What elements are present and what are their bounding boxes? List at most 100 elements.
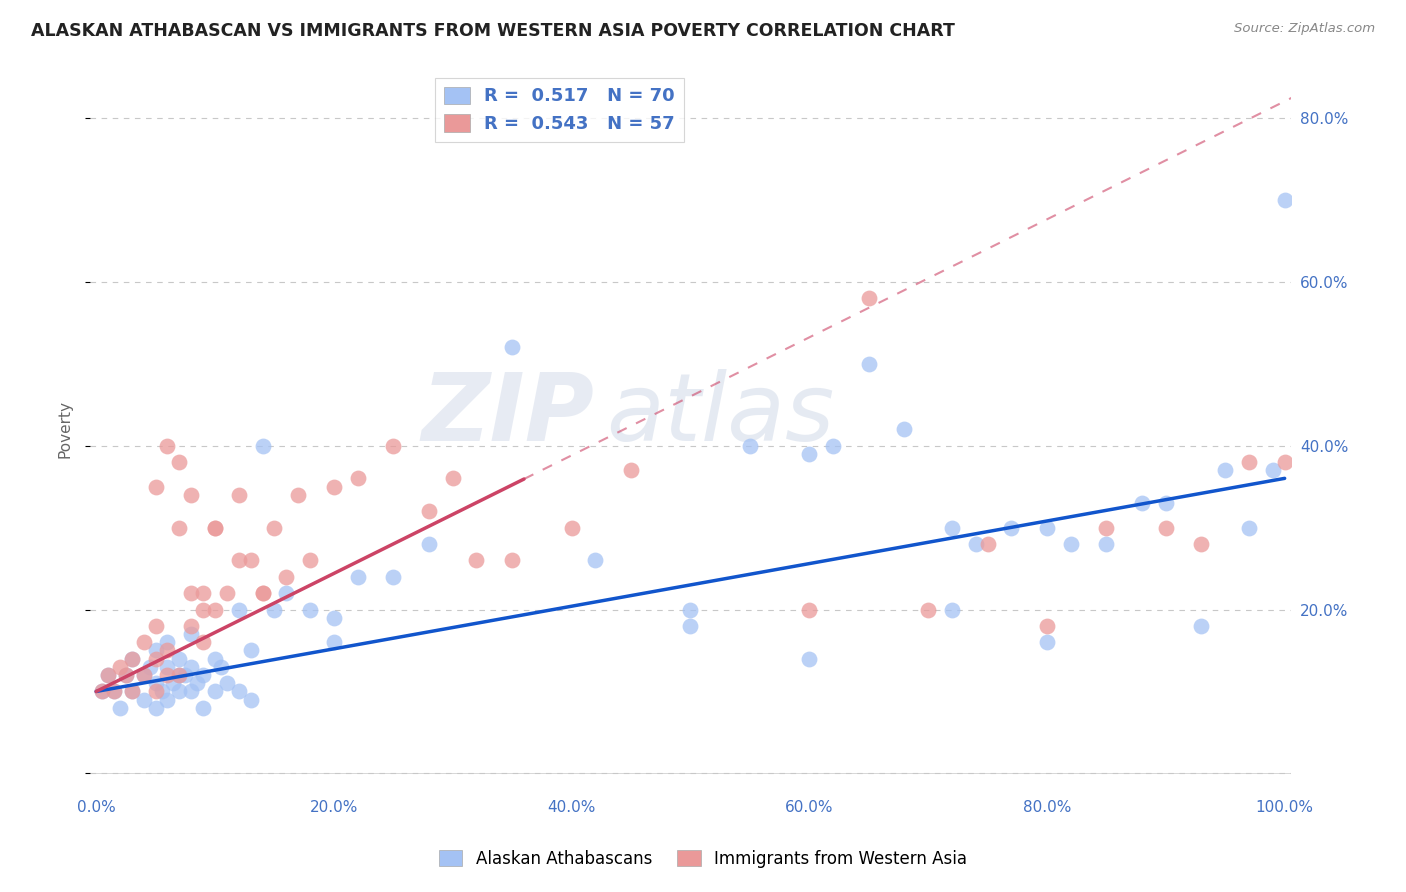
Point [1060,537,1083,551]
Point [156,635,179,649]
Legend: Alaskan Athabascans, Immigrants from Western Asia: Alaskan Athabascans, Immigrants from Wes… [433,844,973,875]
Point [1274,455,1296,469]
Point [1095,520,1118,534]
Point [465,553,488,567]
Point [976,537,998,551]
Point [917,602,939,616]
Point [1274,193,1296,207]
Text: Source: ZipAtlas.com: Source: ZipAtlas.com [1234,22,1375,36]
Point [501,553,523,567]
Point [204,651,226,665]
Point [252,586,274,600]
Point [679,619,702,633]
Point [299,553,322,567]
Point [239,692,262,706]
Point [215,586,238,600]
Y-axis label: Poverty: Poverty [58,401,72,458]
Point [132,668,155,682]
Point [965,537,987,551]
Point [1237,520,1260,534]
Legend: R =  0.517   N = 70, R =  0.543   N = 57: R = 0.517 N = 70, R = 0.543 N = 57 [436,78,683,142]
Point [620,463,643,477]
Point [145,676,167,690]
Point [276,570,298,584]
Point [204,520,226,534]
Point [186,676,208,690]
Point [215,676,238,690]
Point [501,340,523,354]
Point [346,471,368,485]
Point [191,586,214,600]
Point [180,660,202,674]
Point [145,701,167,715]
Point [169,668,191,682]
Point [322,479,344,493]
Point [1191,537,1213,551]
Point [738,439,761,453]
Point [204,520,226,534]
Point [145,684,167,698]
Point [103,684,125,698]
Point [121,684,143,698]
Point [228,488,250,502]
Point [1036,520,1059,534]
Point [1154,520,1177,534]
Point [382,439,405,453]
Point [1036,619,1059,633]
Point [156,439,179,453]
Point [441,471,464,485]
Point [204,684,226,698]
Text: ALASKAN ATHABASCAN VS IMMIGRANTS FROM WESTERN ASIA POVERTY CORRELATION CHART: ALASKAN ATHABASCAN VS IMMIGRANTS FROM WE… [31,22,955,40]
Point [156,668,179,682]
Point [91,684,114,698]
Point [145,643,167,657]
Point [169,668,191,682]
Point [322,610,344,624]
Point [858,291,880,305]
Point [346,570,368,584]
Point [121,684,143,698]
Point [121,651,143,665]
Point [239,643,262,657]
Point [941,520,963,534]
Point [239,553,262,567]
Text: atlas: atlas [606,369,835,460]
Point [1130,496,1153,510]
Point [169,455,191,469]
Point [1154,496,1177,510]
Point [583,553,606,567]
Text: ZIP: ZIP [422,368,595,461]
Point [115,668,138,682]
Point [799,602,821,616]
Point [156,660,179,674]
Point [145,479,167,493]
Point [209,660,232,674]
Point [228,553,250,567]
Point [169,520,191,534]
Point [287,488,309,502]
Point [1036,635,1059,649]
Point [679,602,702,616]
Point [97,668,120,682]
Point [103,684,125,698]
Point [191,701,214,715]
Point [180,586,202,600]
Point [1261,463,1284,477]
Point [799,651,821,665]
Point [204,602,226,616]
Point [799,447,821,461]
Point [150,684,173,698]
Point [561,520,583,534]
Point [145,651,167,665]
Point [108,701,131,715]
Point [322,635,344,649]
Point [418,504,440,518]
Point [821,439,844,453]
Point [97,668,120,682]
Point [941,602,963,616]
Point [180,488,202,502]
Point [162,676,184,690]
Point [191,635,214,649]
Point [252,586,274,600]
Point [169,684,191,698]
